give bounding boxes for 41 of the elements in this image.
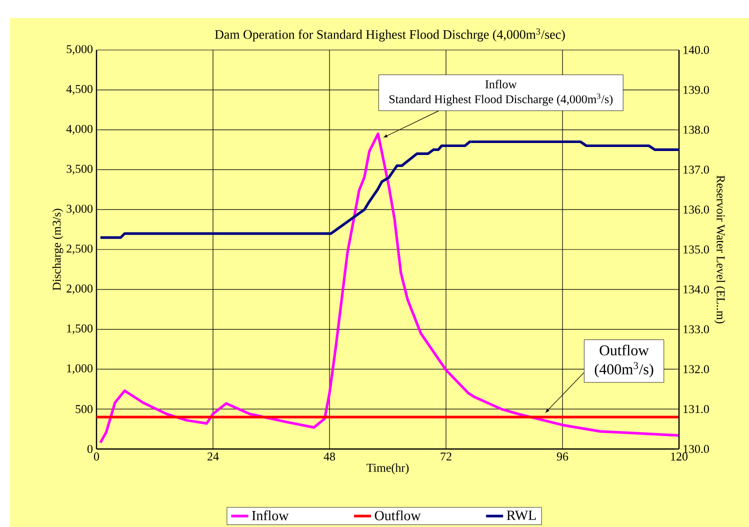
x-tick-label: 96 [556,452,568,461]
line-series [99,132,680,444]
y2-tick-label: 140.0 [684,46,709,54]
x-tick-label: 120 [671,452,688,461]
x-tick-label: 72 [440,452,452,460]
x-tick-label: 48 [324,452,336,461]
annotation: Inflow [485,80,517,88]
y-tick-label: 2,000 [66,284,93,294]
y2-tick-label: 131.0 [684,405,709,414]
legend-label: RWL [506,510,536,520]
y-tick-label: 3,500 [66,164,93,175]
y-axis-title: Discharge (m3/s) [52,208,64,290]
y2-tick-label: 132.0 [684,365,709,374]
annotation: Outflow [600,344,649,356]
x-tick-label: 24 [208,452,219,460]
y-tick-label: 5,000 [66,45,93,55]
y-tick-label: 1,000 [67,364,93,374]
x-tick-label: 0 [94,452,100,461]
chart-title: Dam Operation for Standard Highest Flood Dischrge (4,000m$^{3}$/sec) [214,28,565,42]
y2-tick-label: 136.0 [684,206,709,214]
y-tick-label: 3,000 [66,204,93,214]
annotation: Standard Highest Flood Discharge (4,000m$^{3}$/s) [389,94,613,106]
y-tick-label: 4,000 [66,124,93,135]
y2-tick-label: 135.0 [684,245,709,254]
y2-axis-title: Reservoir Water Level (EL..m) [714,175,726,324]
y2-tick-label: 134.0 [684,285,709,294]
y-tick-label: 2,500 [66,244,93,254]
y2-tick-label: 130.0 [684,444,709,454]
legend-label: Outflow [374,510,421,520]
y2-tick-label: 137.0 [684,166,709,174]
y2-tick-label: 138.0 [684,126,709,134]
line-series [99,140,680,239]
legend-label: Inflow [252,510,289,520]
x-axis-title: Time(hr) [366,463,409,474]
y2-tick-label: 139.0 [684,86,709,94]
y-tick-label: 1,500 [67,324,93,334]
y-tick-label: 4,500 [66,84,93,95]
y-tick-label: 0 [87,444,93,454]
annotation: (400m$^{3}$/s) [594,362,654,378]
y2-tick-label: 133.0 [684,325,709,334]
y-tick-label: 500 [76,405,93,414]
